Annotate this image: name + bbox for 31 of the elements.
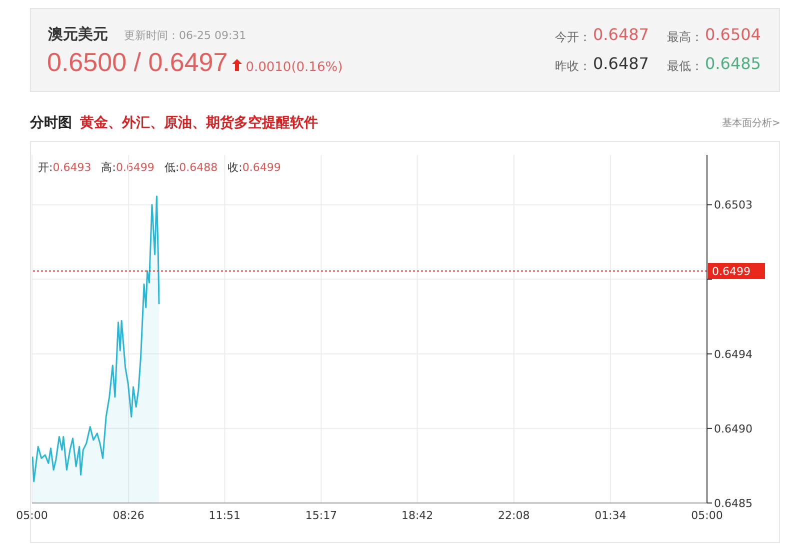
x-tick-label: 08:26	[112, 508, 144, 522]
text: 分时图	[30, 114, 72, 132]
y-tick-label: 0.6485	[714, 496, 752, 510]
x-tick-label: 22:08	[498, 508, 530, 522]
text: 0.6487	[593, 25, 649, 44]
y-tick-label: 0.6490	[714, 422, 752, 436]
x-tick-label: 05:00	[691, 508, 723, 522]
text: 0.0010(0.16%)	[246, 60, 343, 75]
ref-line-label: 0.6499	[712, 265, 750, 278]
x-tick-label: 15:17	[305, 508, 338, 522]
x-tick-label: 05:00	[16, 508, 48, 522]
text: 0.6487	[593, 54, 649, 73]
chart-subtitle: 更新时间：06-25 09:31	[124, 28, 246, 43]
x-tick-label: 11:51	[208, 508, 241, 522]
annotation: 高:0.6499	[101, 161, 154, 174]
text: 黄金、外汇、原油、期货多空提醒软件	[80, 114, 318, 132]
text: 最低：	[667, 58, 703, 75]
text: 昨收：	[555, 58, 591, 75]
text: 最高：	[667, 29, 703, 46]
annotation: 收:0.6499	[228, 161, 281, 174]
y-tick-label: 0.6503	[714, 198, 752, 212]
text: 0.6504	[705, 25, 761, 44]
chart-title: 澳元美元	[48, 25, 108, 44]
annotation: 开:0.6493	[38, 161, 92, 174]
x-tick-label: 01:34	[594, 508, 626, 522]
annotation: 低:0.6488	[164, 161, 218, 174]
text: 0.6500 / 0.6497	[47, 47, 228, 78]
x-tick-label: 18:42	[401, 508, 434, 522]
text: 今开：	[555, 29, 591, 46]
text: 基本面分析>	[722, 116, 780, 130]
y-tick-label: 0.6494	[714, 348, 752, 361]
